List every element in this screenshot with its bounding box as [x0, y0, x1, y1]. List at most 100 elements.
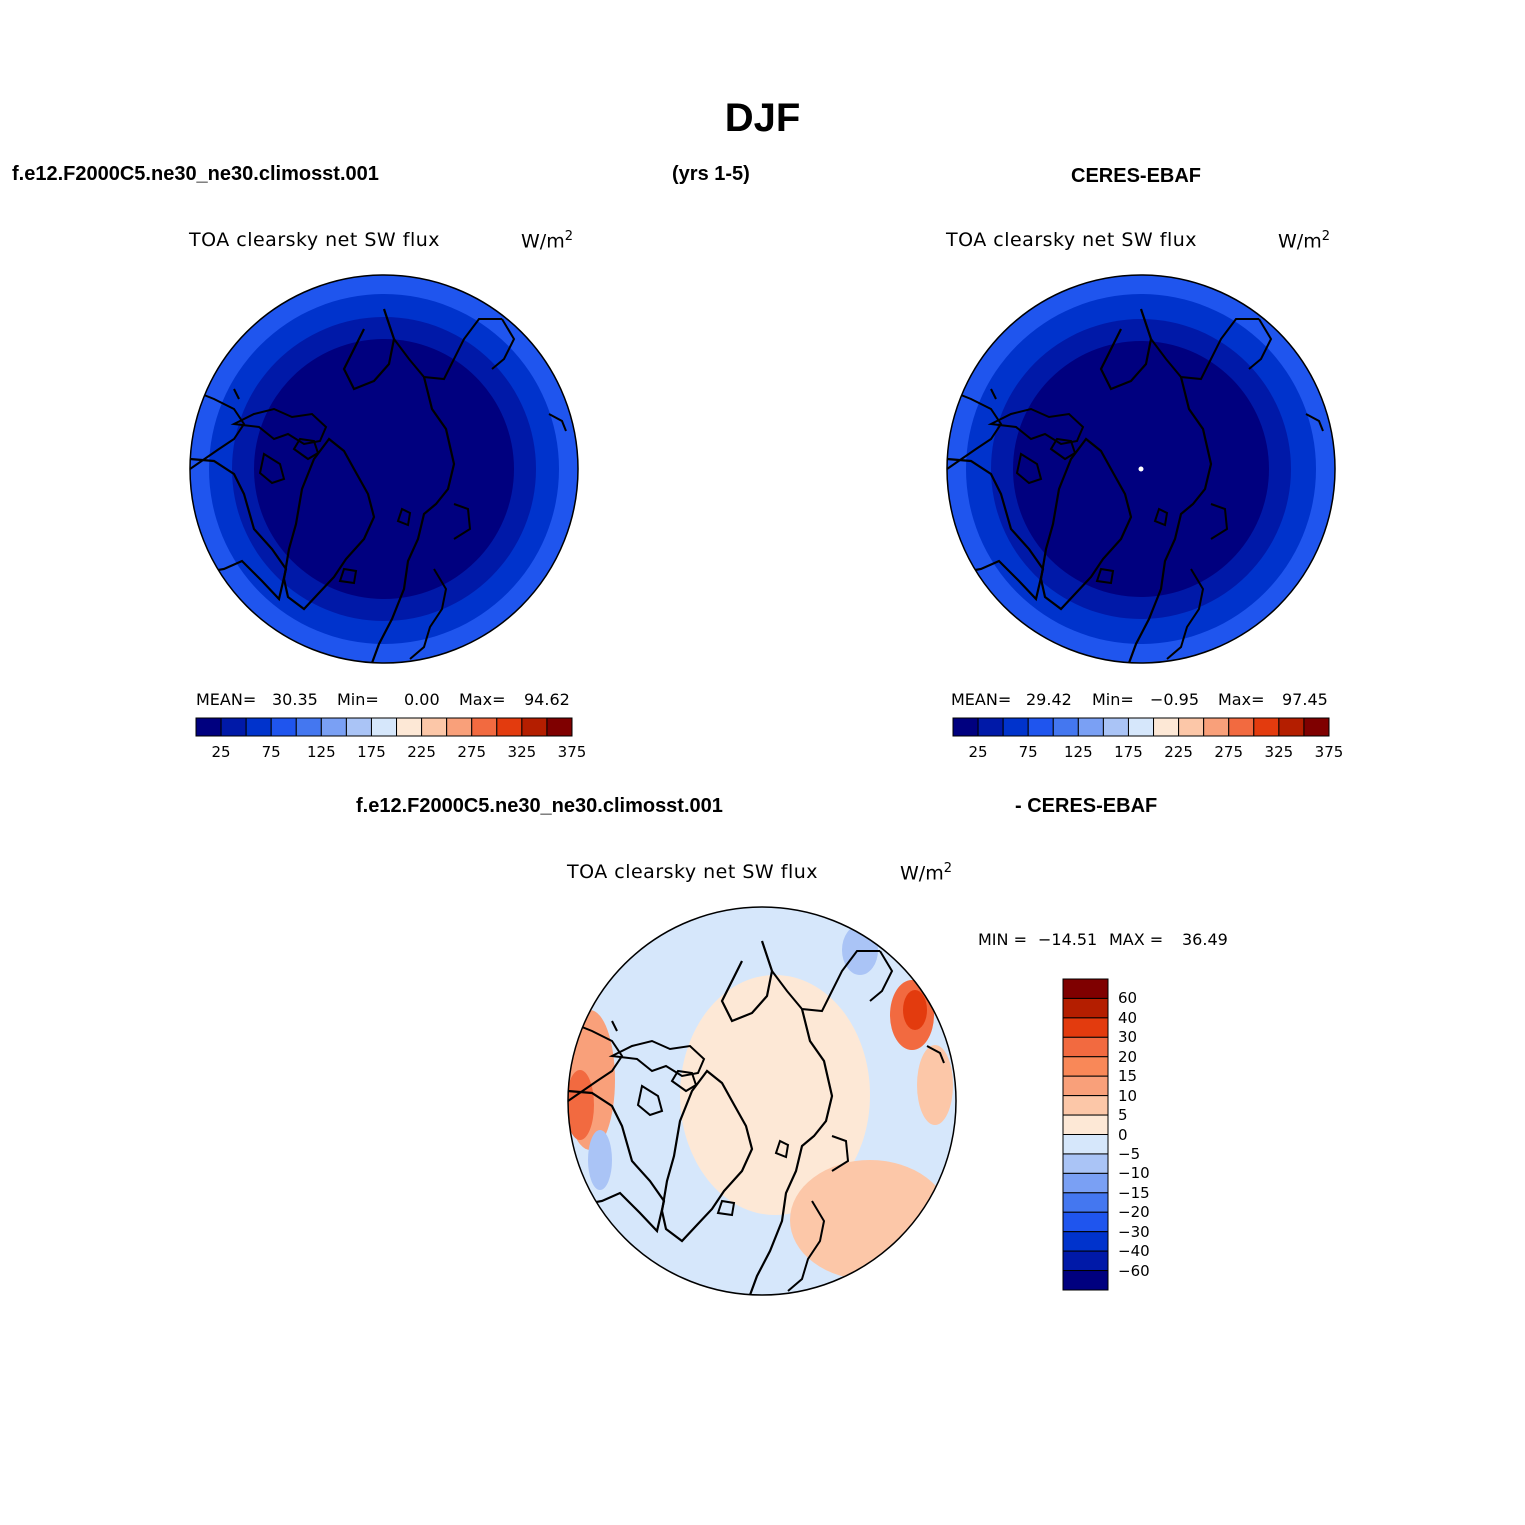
model-case-name: f.e12.F2000C5.ne30_ne30.climosst.001 — [12, 163, 379, 185]
panel1-colorbar-tick-label: 325 — [507, 743, 537, 761]
panel2-colorbar-swatch — [1077, 717, 1104, 737]
panel1-colorbar-swatch — [471, 717, 498, 737]
diff-colorbar-tick-label: −30 — [1118, 1222, 1150, 1241]
panel1-colorbar-swatch — [521, 717, 548, 737]
panel2-colorbar-tick-label: 275 — [1214, 743, 1244, 761]
panel2-min-value: −0.95 — [1150, 690, 1200, 709]
panel2-mean-value: 29.42 — [1026, 690, 1072, 709]
panel1-mean-value: 30.35 — [272, 690, 318, 709]
panel2-colorbar-swatch — [1203, 717, 1230, 737]
panel2-colorbar-swatch — [952, 717, 979, 737]
panel1-max-label: Max= — [459, 690, 506, 709]
diff-colorbar-tick-label: 0 — [1118, 1125, 1128, 1144]
diff-model-case-name: f.e12.F2000C5.ne30_ne30.climosst.001 — [356, 795, 723, 817]
diff-colorbar-swatch — [1062, 1211, 1109, 1233]
panel2-units-base: W/m — [1278, 230, 1322, 253]
panel1-colorbar — [195, 717, 573, 737]
diff-colorbar-swatch — [1062, 1231, 1109, 1252]
panel2-colorbar-tick-label: 175 — [1114, 743, 1143, 761]
diff-colorbar-swatch — [1062, 1192, 1109, 1213]
diff-colorbar-tick-label: 20 — [1118, 1047, 1138, 1066]
panel1-colorbar-swatch — [295, 717, 322, 737]
panel2-colorbar-swatch — [1253, 717, 1280, 737]
diff-colorbar-tick-label: −40 — [1118, 1242, 1150, 1261]
panel1-colorbar-tick-label: 175 — [357, 743, 386, 761]
panel2-mean-label: MEAN= — [951, 690, 1012, 709]
panel2-colorbar-swatch — [1228, 717, 1255, 737]
panel1-colorbar-swatch — [546, 717, 573, 737]
panel1-colorbar-tick-label: 25 — [211, 743, 231, 761]
years-label: (yrs 1-5) — [672, 163, 750, 185]
panel1-colorbar-swatch — [270, 717, 297, 737]
panel2-colorbar-swatch — [1153, 717, 1180, 737]
diff-colorbar-swatch — [1062, 978, 1109, 999]
diff-colorbar-tick-label: 10 — [1118, 1086, 1138, 1105]
panel2-variable-title: TOA clearsky net SW flux — [946, 229, 1198, 251]
diff-colorbar-tick-label: −60 — [1118, 1261, 1150, 1280]
panel2-min-label: Min= — [1092, 690, 1134, 709]
diff-colorbar-swatch — [1062, 997, 1109, 1019]
diff-colorbar-tick-label: 60 — [1118, 989, 1138, 1008]
panel1-min-label: Min= — [337, 690, 379, 709]
diff-units: W/m2 — [900, 861, 952, 884]
diff-units-base: W/m — [900, 862, 944, 885]
panel2-colorbar-swatch — [1178, 717, 1205, 737]
diff-colorbar-tick-label: 40 — [1118, 1008, 1138, 1027]
diff-max-label: MAX = — [1109, 930, 1164, 949]
diff-colorbar-swatch — [1062, 1056, 1109, 1077]
figure-title: DJF — [724, 96, 801, 140]
panel2-colorbar-swatch — [1002, 717, 1029, 737]
panel1-colorbar-tick-label: 375 — [557, 743, 587, 761]
panel2-colorbar — [952, 717, 1330, 737]
diff-colorbar — [1062, 978, 1109, 1291]
panel1-mean-label: MEAN= — [196, 690, 257, 709]
panel2-map — [946, 274, 1336, 664]
diff-colorbar-tick-label: −20 — [1118, 1203, 1150, 1222]
panel2-units: W/m2 — [1278, 229, 1330, 252]
diff-colorbar-swatch — [1062, 1075, 1109, 1097]
diff-obs-case-name: - CERES-EBAF — [1015, 795, 1158, 817]
diff-colorbar-swatch — [1062, 1270, 1109, 1291]
diff-map — [567, 906, 957, 1296]
diff-colorbar-swatch — [1062, 1172, 1109, 1194]
panel1-colorbar-swatch — [320, 717, 347, 737]
panel2-colorbar-tick-label: 225 — [1164, 743, 1193, 761]
diff-colorbar-swatch — [1062, 1114, 1109, 1135]
panel2-max-value: 97.45 — [1282, 690, 1328, 709]
panel2-colorbar-swatch — [1102, 717, 1129, 737]
diff-max-value: 36.49 — [1182, 930, 1228, 949]
panel2-colorbar-swatch — [1127, 717, 1155, 737]
panel2-colorbar-tick-label: 25 — [968, 743, 988, 761]
panel2-colorbar-tick-label: 125 — [1064, 743, 1093, 761]
diff-min-label: MIN = — [978, 930, 1027, 949]
panel2-colorbar-tick-label: 325 — [1264, 743, 1294, 761]
panel1-colorbar-tick-label: 275 — [457, 743, 487, 761]
diff-colorbar-tick-label: 30 — [1118, 1028, 1138, 1047]
panel2-colorbar-tick-label: 375 — [1314, 743, 1344, 761]
diff-colorbar-tick-label: 15 — [1118, 1067, 1138, 1086]
panel1-colorbar-swatch — [370, 717, 398, 737]
diff-colorbar-tick-label: 5 — [1118, 1106, 1128, 1125]
panel2-colorbar-swatch — [1278, 717, 1305, 737]
panel1-colorbar-tick-label: 225 — [407, 743, 436, 761]
diff-colorbar-swatch — [1062, 1250, 1109, 1272]
panel1-colorbar-swatch — [421, 717, 448, 737]
panel1-colorbar-tick-label: 125 — [307, 743, 336, 761]
panel1-min-value: 0.00 — [404, 690, 440, 709]
diff-colorbar-tick-label: −5 — [1118, 1144, 1141, 1163]
diff-units-exp: 2 — [943, 861, 952, 876]
panel1-colorbar-swatch — [245, 717, 272, 737]
obs-case-name: CERES-EBAF — [1071, 165, 1202, 187]
diff-colorbar-swatch — [1062, 1095, 1109, 1116]
diff-colorbar-swatch — [1062, 1153, 1109, 1174]
panel2-colorbar-swatch — [977, 717, 1004, 737]
panel2-colorbar-swatch — [1052, 717, 1079, 737]
panel1-colorbar-swatch — [446, 717, 473, 737]
panel1-variable-title: TOA clearsky net SW flux — [189, 229, 441, 251]
panel1-max-value: 94.62 — [524, 690, 570, 709]
panel1-colorbar-swatch — [220, 717, 247, 737]
diff-variable-title: TOA clearsky net SW flux — [567, 861, 819, 883]
diff-colorbar-swatch — [1062, 1134, 1109, 1155]
panel2-colorbar-swatch — [1027, 717, 1054, 737]
